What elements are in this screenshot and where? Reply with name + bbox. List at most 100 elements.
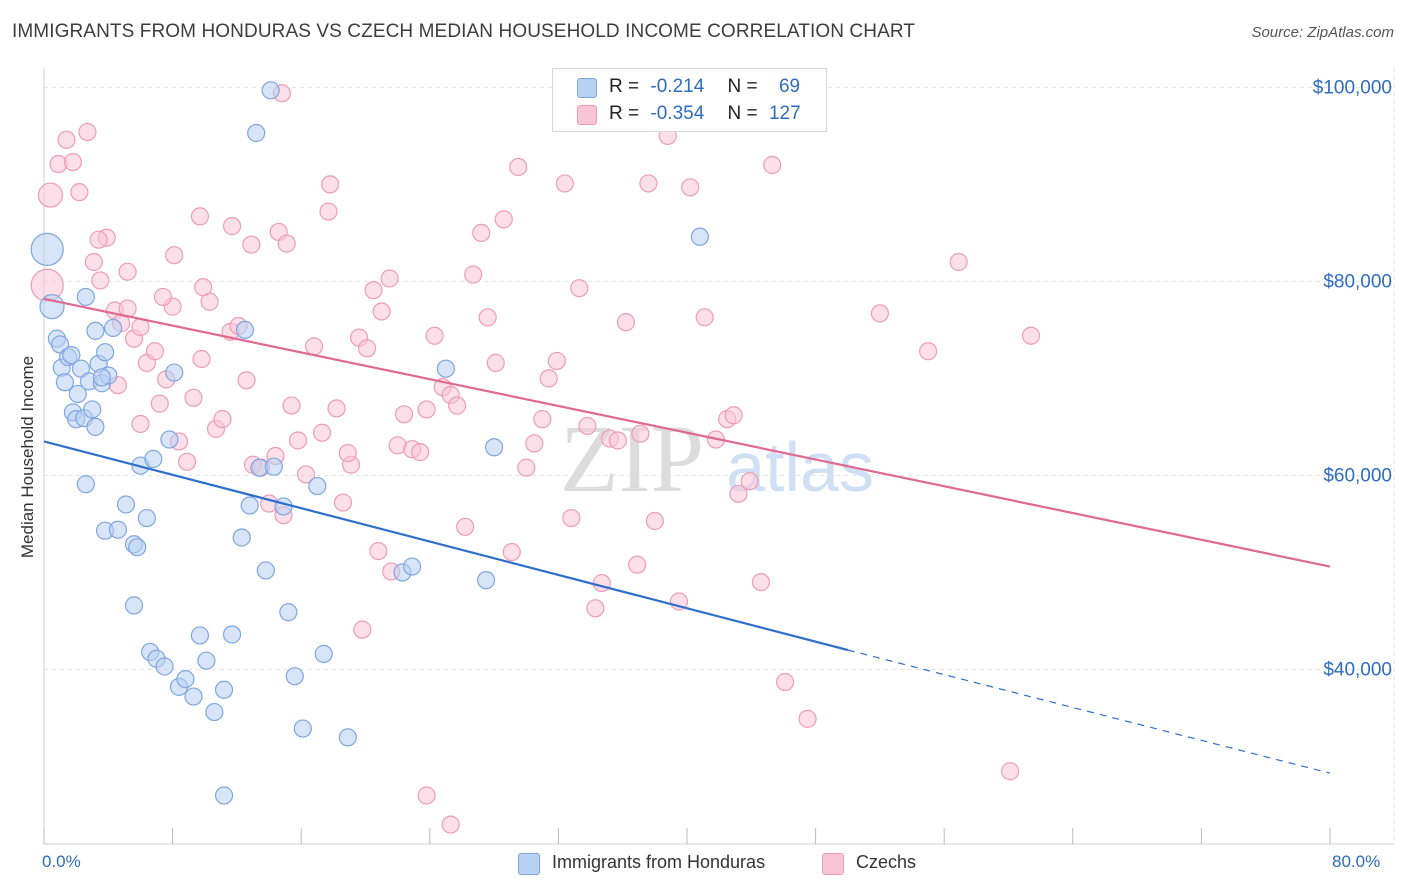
stats-legend: R = -0.214 N = 69 R = -0.354 N = 127: [552, 68, 827, 132]
czechs-point: [509, 157, 528, 177]
czechs-point: [775, 672, 795, 692]
czechs-point: [586, 599, 605, 618]
czechs-point: [616, 313, 636, 332]
czechs-swatch: [577, 105, 597, 125]
honduras-point: [338, 728, 357, 747]
czechs-point: [645, 511, 664, 531]
czechs-trend-line: [43, 297, 1331, 568]
czechs-point: [319, 202, 338, 221]
czechs-point: [486, 353, 505, 372]
honduras-trend-extension: [847, 649, 1331, 774]
czechs-point: [192, 349, 211, 369]
czechs-point: [525, 434, 544, 453]
honduras-point: [124, 596, 144, 615]
honduras-point: [436, 359, 455, 378]
czechs-point: [369, 541, 388, 561]
honduras-point: [108, 520, 128, 539]
honduras-point: [184, 687, 203, 706]
honduras-point: [76, 287, 95, 307]
r-value: -0.214: [650, 76, 705, 97]
honduras-point: [137, 508, 156, 528]
honduras-point: [476, 571, 496, 590]
honduras-point: [76, 475, 95, 494]
honduras-point: [485, 438, 504, 457]
honduras-point: [285, 667, 304, 686]
n-label: N =: [727, 103, 758, 124]
czechs-point: [222, 217, 242, 236]
honduras-point: [264, 457, 283, 476]
czechs-point: [353, 620, 372, 639]
czechs-point: [394, 405, 414, 424]
czechs-point: [456, 517, 475, 536]
honduras-point: [160, 430, 179, 449]
honduras-legend-swatch: [518, 853, 540, 875]
n-value: 127: [768, 103, 801, 124]
czechs-point: [631, 424, 650, 443]
axes: [43, 68, 1394, 845]
czechs-point: [277, 234, 296, 253]
honduras-point: [68, 384, 87, 404]
czechs-point: [184, 388, 203, 407]
r-value: -0.354: [650, 103, 705, 124]
czechs-point: [798, 709, 817, 728]
watermark: ZIP atlas: [560, 405, 874, 512]
honduras-point: [128, 538, 147, 557]
honduras-point: [222, 625, 242, 644]
czechs-point: [555, 174, 574, 193]
czechs-point: [70, 183, 89, 202]
czechs-point: [539, 369, 558, 388]
czechs-point: [533, 410, 552, 429]
legend-label: Czechs: [856, 852, 917, 872]
czechs-point: [870, 304, 890, 323]
czechs-point: [37, 182, 64, 208]
czechs-point: [312, 423, 332, 442]
czechs-point: [372, 302, 391, 321]
czechs-point: [628, 555, 647, 574]
czechs-point: [242, 235, 261, 254]
czechs-point: [91, 271, 110, 290]
czechs-point: [763, 155, 782, 175]
honduras-point: [86, 417, 105, 436]
czechs-point: [338, 443, 357, 463]
source-label: Source: ZipAtlas.com: [1251, 24, 1394, 41]
honduras-point: [165, 363, 184, 382]
czechs-point: [417, 400, 436, 419]
honduras-point: [274, 497, 293, 516]
honduras-trend-line: [43, 440, 849, 652]
czechs-point: [949, 252, 968, 272]
czechs-point: [213, 410, 232, 429]
honduras-point: [144, 449, 163, 469]
legend-label: Immigrants from Honduras: [552, 852, 766, 872]
czechs-point: [724, 406, 743, 425]
czechs-point: [729, 484, 748, 503]
czechs-point: [919, 342, 938, 361]
czechs-point: [327, 399, 346, 418]
y-tick-label: $40,000: [1323, 659, 1392, 680]
czechs-point: [547, 351, 566, 371]
y-tick-label: $60,000: [1323, 465, 1392, 486]
czechs-point: [84, 252, 103, 272]
n-value: 69: [778, 76, 801, 97]
czechs-point: [118, 262, 137, 281]
czechs-point: [448, 396, 467, 415]
czechs-point: [592, 573, 611, 593]
czechs-point: [517, 458, 536, 477]
czechs-point: [751, 572, 771, 592]
czechs-point: [441, 815, 460, 834]
czechs-point: [131, 414, 150, 434]
chart-title: IMMIGRANTS FROM HONDURAS VS CZECH MEDIAN…: [12, 21, 916, 42]
czechs-point: [478, 308, 497, 327]
czechs-point: [494, 210, 513, 229]
czechs-point: [57, 130, 76, 149]
r-label: R =: [609, 76, 640, 97]
honduras-point: [86, 321, 105, 340]
czechs-point: [165, 246, 184, 265]
n-label: N =: [727, 76, 758, 97]
honduras-point: [214, 680, 234, 699]
czechs-point: [562, 508, 581, 528]
czechs-point: [411, 443, 430, 462]
y-tick-label: $100,000: [1313, 77, 1392, 98]
honduras-point: [30, 232, 64, 266]
czechs-point: [304, 337, 324, 356]
